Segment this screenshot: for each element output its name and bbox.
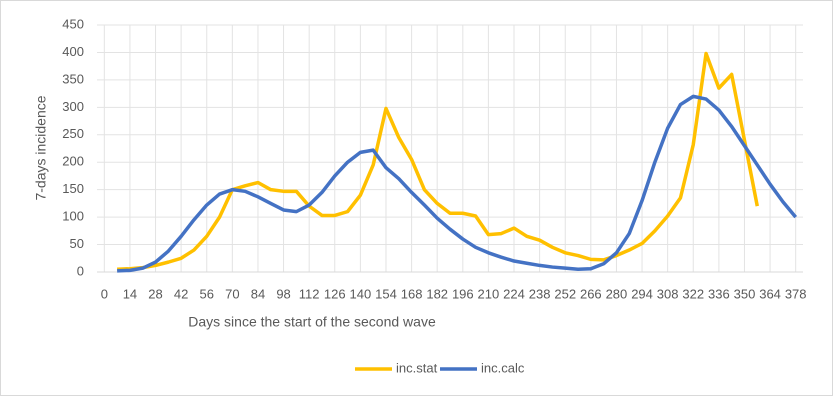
x-tick-label: 336 <box>708 286 730 301</box>
y-tick-label: 0 <box>77 263 84 278</box>
x-tick-label: 252 <box>554 286 576 301</box>
series-line <box>117 94 798 273</box>
y-tick-label: 300 <box>62 99 84 114</box>
legend-label: inc.stat <box>396 360 438 375</box>
legend-label: inc.calc <box>481 360 525 375</box>
y-tick-label: 400 <box>62 44 84 59</box>
x-tick-label: 112 <box>299 286 320 301</box>
x-tick-label: 224 <box>503 286 525 301</box>
x-tick-label: 0 <box>101 286 108 301</box>
x-tick-label: 378 <box>785 286 807 301</box>
y-tick-label: 250 <box>62 126 84 141</box>
x-tick-label: 56 <box>200 286 214 301</box>
x-tick-label: 196 <box>452 286 474 301</box>
x-tick-label: 364 <box>759 286 781 301</box>
y-axis-label: 7-days incidence <box>33 95 49 200</box>
y-tick-label: 150 <box>62 181 84 196</box>
x-tick-label: 140 <box>350 286 372 301</box>
x-tick-label: 210 <box>478 286 500 301</box>
x-tick-label: 238 <box>529 286 551 301</box>
x-tick-label: 182 <box>426 286 448 301</box>
y-tick-label: 450 <box>62 16 84 31</box>
x-tick-label: 280 <box>606 286 628 301</box>
x-tick-label: 350 <box>734 286 756 301</box>
x-axis-label: Days since the start of the second wave <box>188 314 436 330</box>
x-tick-label: 70 <box>225 286 239 301</box>
x-tick-label: 14 <box>123 286 137 301</box>
x-tick-label: 98 <box>276 286 290 301</box>
y-tick-label: 350 <box>62 71 84 86</box>
x-tick-label: 84 <box>251 286 265 301</box>
x-tick-label: 294 <box>631 286 653 301</box>
x-tick-label: 126 <box>324 286 346 301</box>
x-tick-label: 322 <box>682 286 704 301</box>
x-tick-label: 28 <box>148 286 162 301</box>
y-tick-label: 50 <box>70 236 84 251</box>
y-tick-label: 200 <box>62 154 84 169</box>
x-tick-label: 42 <box>174 286 188 301</box>
x-tick-label: 308 <box>657 286 679 301</box>
x-tick-label: 266 <box>580 286 602 301</box>
x-tick-label: 168 <box>401 286 423 301</box>
x-tick-label: 154 <box>375 286 397 301</box>
series-line <box>117 51 759 272</box>
y-tick-label: 100 <box>62 209 84 224</box>
